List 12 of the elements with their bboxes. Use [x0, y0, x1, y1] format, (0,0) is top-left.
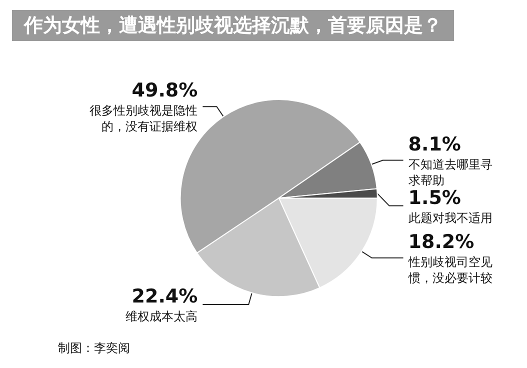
data-label: 49.8% [132, 80, 198, 102]
slice-label: 性别歧视司空见惯，没必要计较 [407, 254, 492, 285]
slice-label: 维权成本太高 [126, 309, 198, 324]
slice-label: 不知道去哪里寻求帮助 [408, 157, 492, 188]
data-label: 8.1% [408, 133, 461, 156]
data-label: 1.5% [408, 186, 461, 209]
data-label: 22.4% [132, 285, 198, 308]
chart-title: 作为女性，遭遇性别歧视选择沉默，首要原因是？ [23, 14, 442, 36]
text: 制图：李奕阅 [58, 341, 130, 355]
slice-label: 很多性别歧视是隐性的，没有证据维权 [90, 104, 198, 134]
slice-label: 此题对我不适用 [408, 210, 492, 225]
data-label: 18.2% [408, 230, 474, 253]
